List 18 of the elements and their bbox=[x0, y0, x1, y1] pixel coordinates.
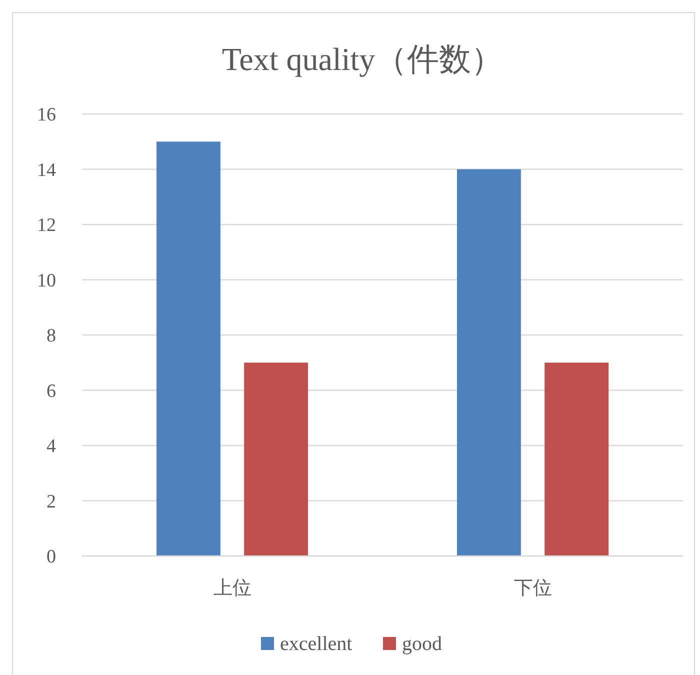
x-tick-label: 下位 bbox=[514, 578, 552, 599]
y-tick-label: 12 bbox=[37, 215, 56, 236]
bar bbox=[456, 169, 521, 556]
y-tick-label: 4 bbox=[46, 436, 56, 458]
bar bbox=[156, 142, 220, 556]
y-tick-label: 16 bbox=[37, 104, 56, 126]
legend-label: good bbox=[402, 633, 442, 655]
x-tick-label: 上位 bbox=[213, 578, 252, 599]
y-tick-label: 2 bbox=[46, 491, 56, 512]
chart-title: Text quality（件数） bbox=[222, 41, 504, 77]
y-tick-label: 8 bbox=[46, 326, 56, 347]
y-tick-label: 10 bbox=[37, 270, 56, 292]
bar bbox=[244, 362, 308, 556]
bar bbox=[544, 362, 609, 556]
y-tick-label: 6 bbox=[46, 380, 56, 402]
y-tick-label: 14 bbox=[37, 160, 56, 181]
y-tick-label: 0 bbox=[46, 546, 56, 568]
legend-label: excellent bbox=[280, 633, 353, 655]
